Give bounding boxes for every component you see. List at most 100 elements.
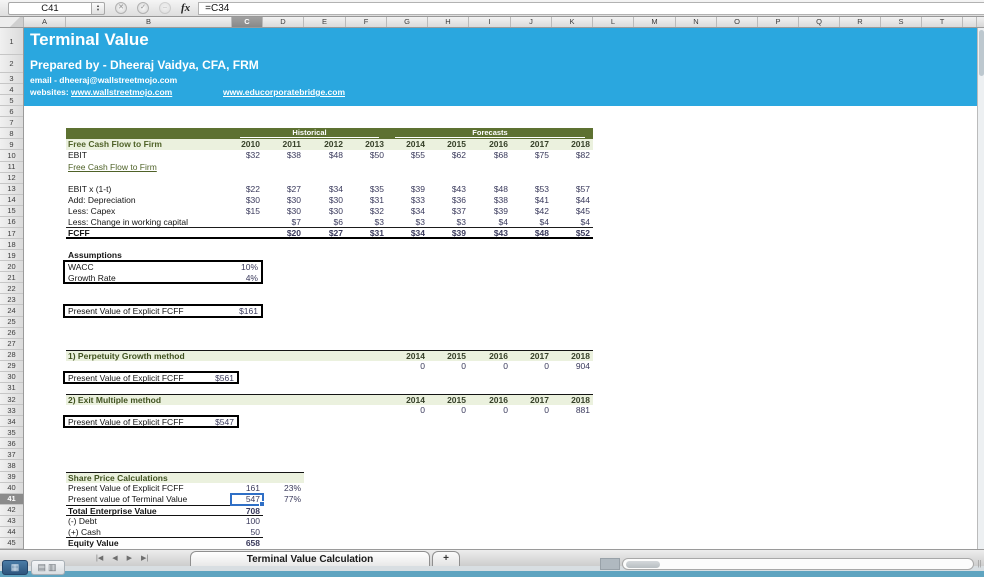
row-header-45[interactable]: 45: [0, 538, 23, 549]
page-break-view-icon[interactable]: ▥: [48, 562, 59, 572]
page-view-buttons[interactable]: ▤▥: [31, 560, 65, 575]
row-header-4[interactable]: 4: [0, 84, 23, 96]
column-header-P[interactable]: P: [758, 17, 799, 27]
row-header-34[interactable]: 34: [0, 416, 23, 428]
row-header-5[interactable]: 5: [0, 95, 23, 107]
row-header-24[interactable]: 24: [0, 305, 23, 317]
column-header-R[interactable]: R: [840, 17, 881, 27]
row-header-30[interactable]: 30: [0, 372, 23, 383]
column-header-C[interactable]: C: [232, 17, 263, 27]
row-header-33[interactable]: 33: [0, 405, 23, 417]
nav-prev-icon[interactable]: ◀: [112, 555, 118, 562]
row-header-3[interactable]: 3: [0, 73, 23, 85]
column-header-L[interactable]: L: [593, 17, 634, 27]
column-header-I[interactable]: I: [469, 17, 511, 27]
normal-view-button[interactable]: ▦: [2, 560, 28, 575]
row-header-23[interactable]: 23: [0, 294, 23, 306]
row-header-10[interactable]: 10: [0, 150, 23, 162]
selected-cell[interactable]: [230, 492, 265, 507]
column-header-S[interactable]: S: [881, 17, 922, 27]
table-row: Less: Capex $15 $30 $30 $32 $34 $37 $39 $42 $45: [66, 206, 593, 217]
column-header-B[interactable]: B: [66, 17, 232, 27]
row-header-15[interactable]: 15: [0, 206, 23, 217]
nav-last-icon[interactable]: ▶|: [140, 555, 149, 562]
row-header-18[interactable]: 18: [0, 239, 23, 251]
row-header-2[interactable]: 2: [0, 55, 23, 73]
column-header-T[interactable]: T: [922, 17, 963, 27]
row-header-19[interactable]: 19: [0, 250, 23, 262]
row-header-17[interactable]: 17: [0, 228, 23, 240]
row-header-20[interactable]: 20: [0, 261, 23, 273]
cancel-icon[interactable]: ✕: [115, 2, 127, 14]
column-header-O[interactable]: O: [717, 17, 758, 27]
column-header-D[interactable]: D: [263, 17, 304, 27]
formula-input[interactable]: =C34: [198, 1, 984, 15]
row-header-13[interactable]: 13: [0, 184, 23, 195]
row-header-37[interactable]: 37: [0, 449, 23, 461]
row-header-25[interactable]: 25: [0, 317, 23, 328]
vertical-scrollbar[interactable]: [977, 28, 984, 549]
row-header-31[interactable]: 31: [0, 383, 23, 395]
row-header-32[interactable]: 32: [0, 394, 23, 406]
add-sheet-button[interactable]: +: [432, 551, 460, 567]
website-link-educorporatebridge[interactable]: www.educorporatebridge.com: [223, 87, 346, 97]
method-value: 0: [503, 360, 508, 371]
website-link-wallstreetmojo[interactable]: www.wallstreetmojo.com: [71, 87, 173, 97]
column-header-M[interactable]: M: [634, 17, 676, 27]
row-header-40[interactable]: 40: [0, 483, 23, 494]
row-header-44[interactable]: 44: [0, 527, 23, 538]
column-header-H[interactable]: H: [428, 17, 469, 27]
row-header-41[interactable]: 41: [0, 493, 23, 505]
column-header-stub[interactable]: [963, 17, 977, 27]
horizontal-scrollbar[interactable]: [622, 558, 974, 570]
row-label: Less: Capex: [68, 205, 116, 216]
row-header-38[interactable]: 38: [0, 460, 23, 472]
column-header-Q[interactable]: Q: [799, 17, 840, 27]
row-header-36[interactable]: 36: [0, 438, 23, 450]
column-header-N[interactable]: N: [676, 17, 717, 27]
row-header-35[interactable]: 35: [0, 427, 23, 439]
table-row: Add: Depreciation $30 $30 $30 $31 $33 $36 $38 $4…: [66, 195, 593, 206]
row-header-8[interactable]: 8: [0, 128, 23, 140]
column-header-G[interactable]: G: [387, 17, 428, 27]
row-header-42[interactable]: 42: [0, 505, 23, 516]
row-header-9[interactable]: 9: [0, 139, 23, 151]
row-header-22[interactable]: 22: [0, 283, 23, 295]
tab-terminal-value-calculation[interactable]: Terminal Value Calculation: [190, 551, 430, 567]
row-header-26[interactable]: 26: [0, 328, 23, 339]
select-all-corner[interactable]: [0, 17, 24, 27]
column-header-K[interactable]: K: [552, 17, 593, 27]
stepper-up-icon[interactable]: ▴: [96, 3, 100, 8]
row-header-21[interactable]: 21: [0, 272, 23, 284]
row-header-12[interactable]: 12: [0, 173, 23, 184]
row-header-1[interactable]: 1: [0, 28, 23, 55]
fcff-link[interactable]: Free Cash Flow to Firm: [68, 161, 157, 172]
row-header-7[interactable]: 7: [0, 117, 23, 129]
column-header-E[interactable]: E: [304, 17, 346, 27]
row-header-6[interactable]: 6: [0, 106, 23, 118]
cell-name-box[interactable]: C41: [8, 1, 92, 15]
nav-next-icon[interactable]: ▶: [126, 555, 132, 562]
row-header-43[interactable]: 43: [0, 516, 23, 527]
row-header-39[interactable]: 39: [0, 472, 23, 483]
stepper-down-icon[interactable]: ▾: [96, 7, 100, 12]
row-header-27[interactable]: 27: [0, 339, 23, 350]
vertical-scrollbar-thumb[interactable]: [979, 30, 984, 76]
row-header-29[interactable]: 29: [0, 361, 23, 372]
row-header-16[interactable]: 16: [0, 217, 23, 228]
name-box-stepper-icon[interactable]: ▴ ▾: [92, 1, 105, 15]
collapse-icon[interactable]: –: [159, 2, 171, 14]
horizontal-scrollbar-thumb[interactable]: [626, 561, 660, 568]
column-header-J[interactable]: J: [511, 17, 552, 27]
row-header-28[interactable]: 28: [0, 350, 23, 361]
accept-icon[interactable]: ✓: [137, 2, 149, 14]
column-header-A[interactable]: A: [24, 17, 66, 27]
row-header-14[interactable]: 14: [0, 195, 23, 206]
resize-handle-icon[interactable]: ||: [977, 559, 982, 568]
sheet-canvas[interactable]: Terminal Value Prepared by - Dheeraj Vai…: [24, 28, 977, 549]
page-layout-view-icon[interactable]: ▤: [37, 562, 48, 572]
nav-first-icon[interactable]: |◀: [96, 555, 104, 562]
column-header-F[interactable]: F: [346, 17, 387, 27]
fx-icon[interactable]: fx: [181, 2, 191, 14]
row-header-11[interactable]: 11: [0, 162, 23, 173]
